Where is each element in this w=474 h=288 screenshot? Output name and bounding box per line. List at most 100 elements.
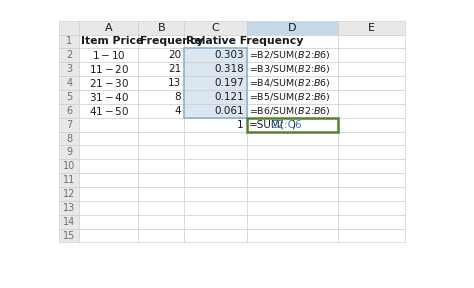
Bar [80,187,138,201]
Text: 21: 21 [168,64,181,74]
Bar [246,21,338,35]
Text: A: A [105,23,113,33]
Bar [246,62,338,76]
Bar [184,229,246,242]
Bar [138,90,184,104]
Text: 13: 13 [63,203,75,213]
Bar [59,229,80,242]
Bar [80,35,138,48]
Bar [246,187,338,201]
Bar [246,118,338,132]
Text: 2: 2 [66,50,73,60]
Text: $41 - $50: $41 - $50 [89,105,129,117]
Bar [184,118,246,132]
Bar [338,145,405,159]
Bar [246,215,338,229]
Bar [338,48,405,62]
Bar [246,35,338,48]
Bar [138,132,184,145]
Text: =B4/SUM($B$2:$B$6): =B4/SUM($B$2:$B$6) [249,77,331,89]
Bar [246,76,338,90]
Bar [338,215,405,229]
Bar [184,215,246,229]
Text: ): ) [292,120,295,130]
Bar [80,48,138,62]
Bar [59,132,80,145]
Text: 0.197: 0.197 [214,78,244,88]
Bar [138,118,184,132]
Bar [80,118,138,132]
Text: C2:C6: C2:C6 [270,120,302,130]
Text: 15: 15 [63,230,75,240]
Text: 0.303: 0.303 [214,50,244,60]
Bar [246,173,338,187]
Bar [246,201,338,215]
Text: 8: 8 [66,134,73,143]
Bar [138,159,184,173]
Bar [338,229,405,242]
Bar [338,62,405,76]
Text: 6: 6 [66,106,73,116]
Bar [80,159,138,173]
Text: $21 - $30: $21 - $30 [89,77,129,89]
Bar [80,145,138,159]
Text: 13: 13 [168,78,181,88]
Bar [59,48,80,62]
Text: 3: 3 [66,64,73,74]
Text: E: E [368,23,375,33]
Bar [338,159,405,173]
Bar [59,145,80,159]
Bar [184,201,246,215]
Bar [184,132,246,145]
Text: 8: 8 [174,92,181,102]
Text: Item Price: Item Price [82,37,144,46]
Bar [338,35,405,48]
Bar [138,62,184,76]
Text: 10: 10 [63,161,75,171]
Bar [184,173,246,187]
Bar [338,187,405,201]
Bar [184,145,246,159]
Bar [338,132,405,145]
Bar [59,21,80,35]
Text: 0.318: 0.318 [214,64,244,74]
Bar [184,62,246,76]
Bar [246,159,338,173]
Bar [246,132,338,145]
Bar [338,104,405,118]
Text: =B2/SUM($B$2:$B$6): =B2/SUM($B$2:$B$6) [249,49,331,61]
Bar [246,118,338,132]
Bar [138,21,184,35]
Text: 4: 4 [66,78,73,88]
Bar [80,104,138,118]
Text: B: B [157,23,165,33]
Text: 7: 7 [66,120,73,130]
Bar [338,90,405,104]
Text: Relative Frequency: Relative Frequency [186,37,303,46]
Text: $1 - $10: $1 - $10 [92,49,126,61]
Text: =SUM(: =SUM( [249,120,285,130]
Bar [80,62,138,76]
Bar [138,229,184,242]
Bar [246,145,338,159]
Text: Frequency: Frequency [140,37,204,46]
Text: D: D [288,23,297,33]
Bar [184,48,246,62]
Bar [246,104,338,118]
Bar [59,118,80,132]
Bar [138,145,184,159]
Bar [184,104,246,118]
Bar [59,104,80,118]
Bar [59,76,80,90]
Bar [59,215,80,229]
Bar [138,201,184,215]
Bar [184,90,246,104]
Bar [138,187,184,201]
Text: $11 - $20: $11 - $20 [89,63,129,75]
Bar [338,173,405,187]
Bar [59,201,80,215]
Bar [80,21,138,35]
Bar [138,215,184,229]
Bar [246,229,338,242]
Bar [184,187,246,201]
